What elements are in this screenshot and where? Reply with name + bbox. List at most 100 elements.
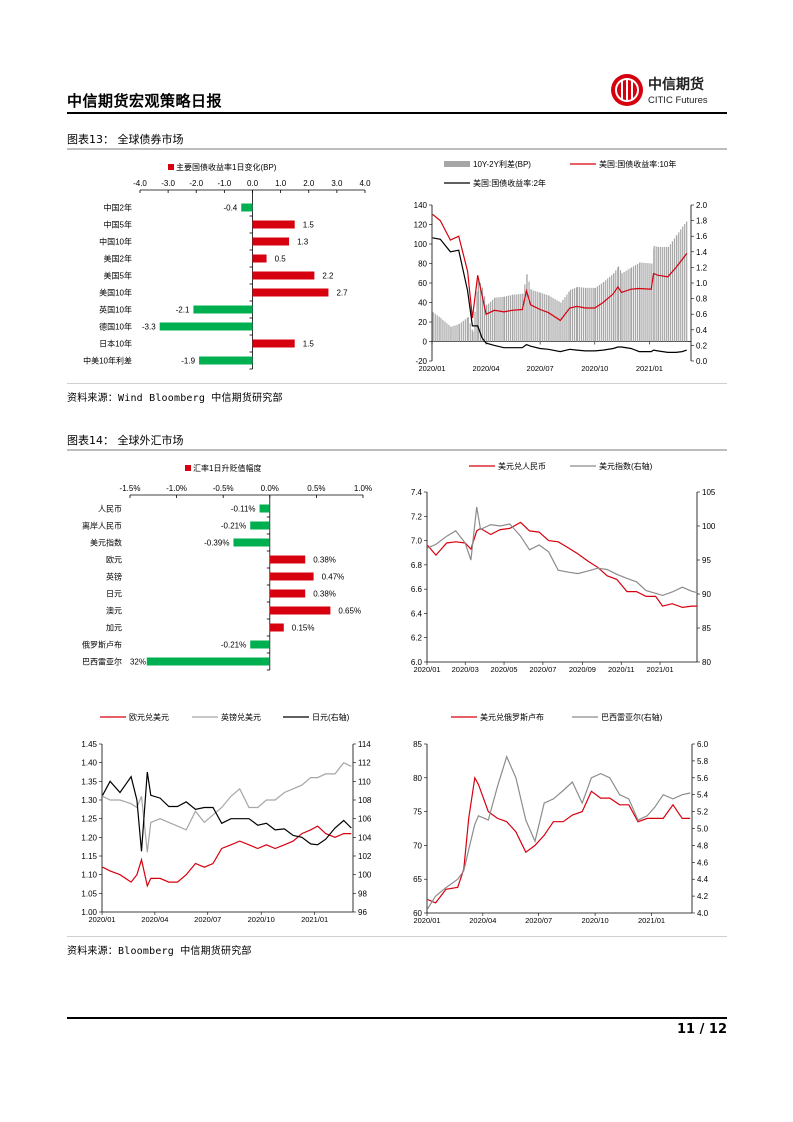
y-tick-label-right: 104 — [358, 833, 372, 842]
y-tick-label-left: 120 — [414, 221, 428, 230]
y-tick-label-right: 0.8 — [696, 295, 708, 304]
spread-bar — [576, 286, 579, 342]
spread-bar — [598, 285, 600, 342]
y-tick-label-left: 1.45 — [81, 740, 97, 749]
spread-bar — [631, 267, 633, 342]
spread-bar — [639, 262, 641, 342]
spread-bar — [432, 312, 434, 342]
y-tick-label-right: 1.2 — [696, 263, 708, 272]
y-tick-label-left: 75 — [413, 808, 422, 817]
y-tick-label-left: 1.35 — [81, 777, 97, 786]
category-label: 美国5年 — [104, 271, 132, 281]
y-tick-label-left: 100 — [414, 240, 428, 249]
category-label: 英镑 — [106, 572, 122, 582]
y-tick-label-left: 6.2 — [411, 634, 423, 643]
y-tick-label-right: 0.0 — [696, 357, 708, 366]
y-tick-label-left: -20 — [415, 357, 427, 366]
spread-bar — [671, 241, 674, 342]
bar-0-8 — [252, 339, 295, 348]
spread-bar — [532, 290, 534, 342]
spread-bar — [492, 299, 494, 342]
category-label: 俄罗斯卢布 — [82, 640, 122, 650]
value-label: -0.21% — [221, 522, 246, 531]
spread-bar — [440, 318, 442, 342]
figure-14-title: 图表14： 全球外汇市场 — [67, 434, 184, 447]
spread-bar — [503, 296, 506, 342]
x-tick-label: 2020/04 — [141, 915, 168, 924]
spread-bar — [474, 311, 476, 342]
spread-bar — [568, 291, 570, 342]
spread-bar — [530, 289, 532, 342]
spread-bar — [438, 316, 440, 342]
y-tick-label-left: 7.0 — [411, 537, 423, 546]
category-label: 加元 — [106, 623, 122, 633]
y-tick-label-left: 65 — [413, 875, 422, 884]
figure-14-divider — [67, 449, 727, 451]
spread-bar — [536, 291, 538, 342]
y-tick-label-right: 5.4 — [697, 791, 709, 800]
spread-bar — [647, 263, 649, 342]
spread-bar — [653, 245, 655, 342]
x-tick-label: 2020/05 — [490, 665, 517, 674]
spread-bar — [603, 282, 605, 342]
y-tick-label-right: 106 — [358, 815, 372, 824]
category-label: 中美10年利差 — [83, 356, 132, 366]
citic-futures-logo: 中信期货 CITIC Futures — [610, 72, 722, 108]
category-label: 中国5年 — [104, 220, 132, 230]
svg-text:CITIC Futures: CITIC Futures — [648, 95, 708, 106]
x-tick-label: 2020/01 — [88, 915, 115, 924]
spread-bar — [657, 246, 659, 342]
spread-bar — [645, 263, 647, 342]
spread-bar — [585, 287, 587, 342]
series-line-3-1 — [427, 506, 698, 597]
y-tick-label-right: 1.8 — [696, 217, 708, 226]
report-title: 中信期货宏观策略日报 — [67, 92, 223, 110]
spread-bar — [580, 287, 583, 342]
x-tick-label: 2020/10 — [582, 916, 609, 925]
spread-bar — [516, 294, 518, 342]
spread-bar — [458, 323, 460, 342]
x-tick-label: 2020/01 — [413, 916, 440, 925]
spread-bar — [676, 235, 678, 342]
y-tick-label-left: 1.30 — [81, 796, 97, 805]
category-label: 澳元 — [106, 606, 122, 616]
x-tick-label: -1.0% — [166, 484, 187, 493]
x-tick-label: 2020/10 — [581, 364, 608, 373]
spread-bar — [464, 319, 466, 342]
series-line-3-0 — [427, 521, 697, 609]
spread-bar — [686, 221, 688, 342]
spread-bar — [488, 303, 490, 342]
y-tick-label-right: 4.0 — [697, 909, 709, 918]
spread-bar — [573, 288, 576, 342]
spread-bar — [507, 295, 510, 342]
spread-bar — [680, 229, 682, 342]
x-tick-label: 2020/07 — [194, 915, 221, 924]
x-tick-label: 3.0 — [331, 179, 343, 188]
spread-bar — [623, 272, 625, 342]
spread-bar — [538, 292, 540, 342]
y-tick-label-left: 1.10 — [81, 871, 97, 880]
spread-bar — [522, 293, 524, 342]
x-tick-label: -2.0 — [189, 179, 203, 188]
spread-bar — [578, 287, 581, 342]
y-tick-label-right: 1.6 — [696, 232, 708, 241]
spread-bar — [621, 273, 623, 342]
value-label: 0.47% — [322, 573, 345, 582]
legend-swatch — [168, 164, 174, 170]
bar-0-5 — [252, 288, 329, 297]
x-tick-label: -1.0 — [217, 179, 231, 188]
x-tick-label: -0.5% — [213, 484, 234, 493]
category-label: 美元指数 — [90, 538, 122, 548]
spread-bar — [587, 287, 589, 342]
spread-bar — [471, 329, 473, 342]
y-tick-label-right: 114 — [358, 740, 371, 749]
x-tick-label: 2020/07 — [529, 665, 556, 674]
value-label: -0.21% — [221, 641, 246, 650]
spread-bar — [591, 287, 593, 342]
spread-bar — [466, 317, 468, 342]
spread-bar — [469, 323, 471, 342]
spread-bar — [483, 296, 486, 342]
spread-bar — [625, 270, 627, 342]
header-divider — [67, 112, 727, 114]
spread-bar — [450, 326, 452, 342]
